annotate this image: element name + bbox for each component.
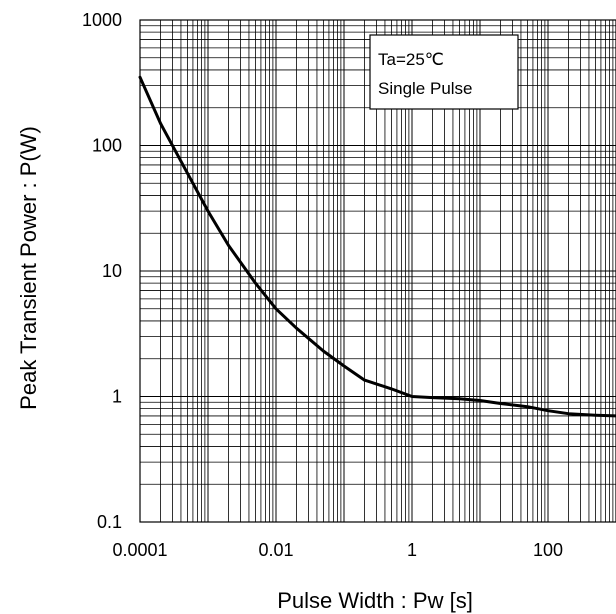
x-tick-label: 1: [407, 540, 417, 560]
annotation-line-1: Ta=25℃: [378, 50, 444, 69]
x-tick-label: 0.01: [258, 540, 293, 560]
x-tick-label: 100: [533, 540, 563, 560]
y-tick-label: 100: [92, 136, 122, 156]
x-tick-labels: 0.0001 0.01 1 100: [112, 540, 563, 560]
grid: [139, 20, 616, 523]
annotation-box: Ta=25℃ Single Pulse: [369, 34, 519, 110]
plot-frame: [139, 19, 616, 523]
annotation-line-2: Single Pulse: [378, 79, 473, 98]
x-tick-label: 0.0001: [112, 540, 167, 560]
y-tick-label: 10: [102, 261, 122, 281]
y-tick-labels: 0.1 1 10 100 1000: [82, 10, 122, 532]
x-axis-title: Pulse Width : Pw [s]: [277, 588, 473, 613]
series-line: [138, 75, 616, 418]
y-tick-label: 1000: [82, 10, 122, 30]
y-axis-title: Peak Transient Power : P(W): [16, 126, 41, 410]
y-tick-label: 1: [112, 387, 122, 407]
y-tick-label: 0.1: [97, 512, 122, 532]
